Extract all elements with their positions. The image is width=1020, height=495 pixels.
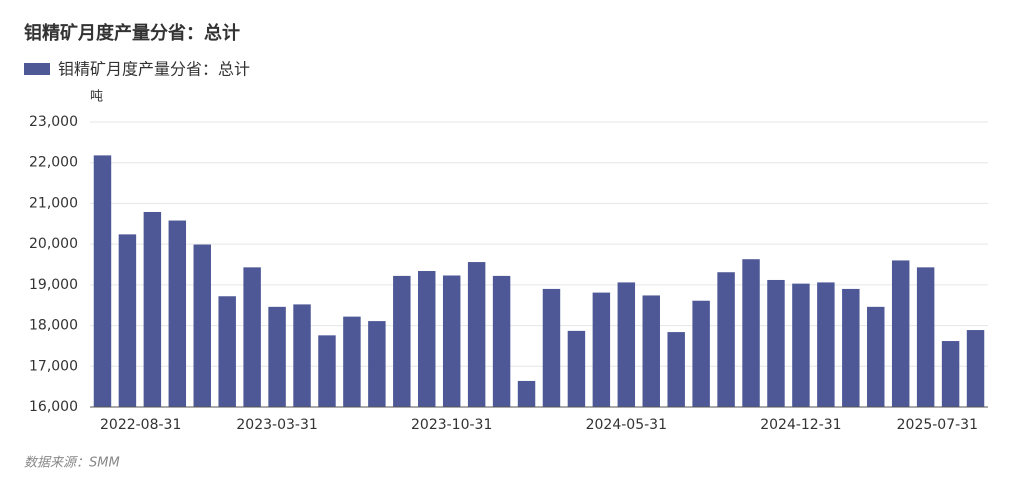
bar (567, 330, 586, 407)
y-tick-label: 19,000 (29, 277, 78, 293)
bar (393, 275, 411, 407)
bar (692, 300, 710, 407)
x-tick-label: 2023-03-31 (236, 417, 317, 433)
bar (517, 380, 536, 407)
y-tick-label: 20,000 (29, 236, 78, 252)
bar (442, 275, 461, 407)
y-tick-label: 23,000 (29, 114, 78, 130)
x-tick-label: 2022-08-31 (100, 417, 181, 433)
bar (817, 282, 835, 407)
x-tick-label: 2023-10-31 (411, 417, 492, 433)
x-tick-label: 2024-05-31 (586, 417, 667, 433)
bar (867, 306, 885, 407)
bar (792, 283, 810, 407)
bar (318, 335, 336, 407)
source: 数据来源：SMM (24, 456, 120, 471)
legend-swatch (24, 63, 50, 75)
bar (118, 234, 137, 407)
bar (891, 260, 910, 407)
bar (742, 259, 760, 407)
bar (168, 220, 187, 407)
bar (467, 262, 486, 407)
bar (492, 275, 511, 407)
x-tick-label: 2025-07-31 (897, 417, 978, 433)
x-tick-label: 2024-12-31 (760, 417, 841, 433)
bar (268, 306, 286, 407)
bar (418, 271, 436, 407)
chart-title: 钼精矿月度产量分省：总计 (24, 22, 240, 44)
bar (368, 321, 386, 407)
legend-label: 钼精矿月度产量分省：总计 (58, 60, 250, 79)
bar (667, 332, 685, 407)
bar (93, 155, 112, 407)
y-tick-label: 17,000 (29, 358, 78, 374)
bar (767, 279, 785, 407)
bar (542, 288, 561, 407)
bar (592, 292, 611, 407)
bar (617, 282, 636, 407)
bar (717, 272, 735, 407)
bar (642, 295, 660, 407)
y-tick-label: 22,000 (29, 155, 78, 171)
bar (343, 316, 361, 407)
y-unit: 吨 (90, 90, 103, 105)
y-tick-label: 21,000 (29, 195, 78, 211)
y-tick-label: 16,000 (29, 399, 78, 415)
bar (941, 341, 960, 407)
bar (966, 330, 985, 407)
bar (193, 244, 211, 407)
bar (143, 211, 162, 407)
y-tick-label: 18,000 (29, 318, 78, 334)
bar (916, 267, 935, 407)
bar (218, 296, 236, 407)
bar (293, 304, 311, 407)
bar (842, 288, 860, 407)
bar (243, 267, 261, 407)
